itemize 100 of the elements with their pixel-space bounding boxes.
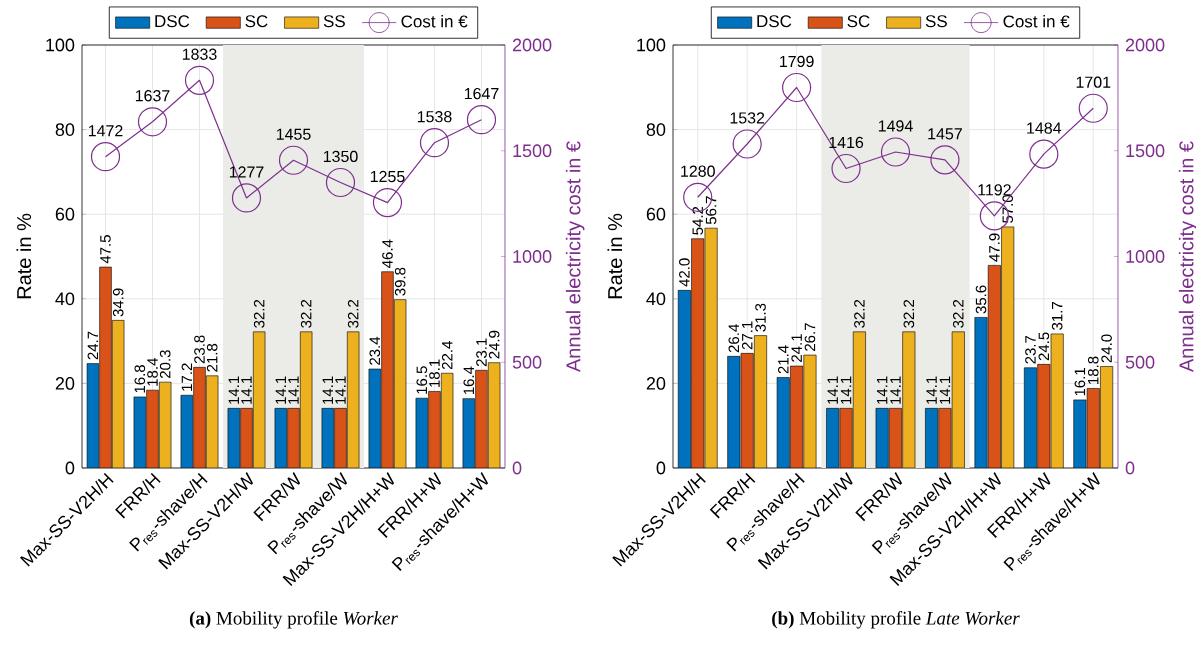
data-label: 16.1 (1074, 368, 1086, 396)
y-axis-title: Rate in % (607, 213, 623, 299)
data-label: 14.1 (241, 376, 252, 404)
data-label: 47.5 (100, 235, 111, 264)
data-label: 18.1 (429, 359, 440, 387)
y2-tick-label: 2000 (512, 38, 552, 52)
data-label: 1416 (829, 136, 864, 149)
bar (428, 391, 441, 468)
data-label: 14.1 (840, 376, 852, 404)
point (419, 128, 450, 158)
point (90, 142, 121, 172)
data-label: 24.9 (488, 330, 500, 359)
point (325, 167, 356, 198)
legend-label: SS (925, 15, 947, 28)
data-label: 1701 (1076, 76, 1111, 88)
y2-tick-label: 500 (1125, 355, 1155, 369)
data-label: 1455 (276, 128, 311, 140)
y-tick-label: 100 (637, 38, 666, 52)
data-label: 32.2 (903, 299, 915, 328)
data-label: 31.7 (1051, 302, 1063, 330)
legend-label: DSC (155, 15, 190, 28)
y-tick-label: 40 (646, 292, 666, 306)
y2-tick-label: 1500 (1126, 144, 1165, 158)
legend-label: Cost in € (401, 14, 468, 28)
y2-tick-label: 1000 (1126, 250, 1165, 263)
y2-tick-label: 0 (512, 461, 522, 475)
data-label: 23.1 (476, 338, 487, 367)
y2-tick-label: 1000 (513, 250, 552, 263)
data-label: 14.1 (926, 376, 937, 404)
data-label: 1350 (323, 150, 358, 163)
data-label: 56.7 (705, 196, 717, 225)
data-label: 24.7 (87, 331, 99, 360)
data-label: 18.4 (147, 358, 158, 386)
y2-axis-title: Annual electricity cost in € (565, 141, 585, 373)
data-label: 1484 (1027, 122, 1062, 134)
bar (287, 408, 300, 468)
data-label: 39.8 (394, 267, 406, 296)
point (1029, 139, 1059, 169)
data-label: 26.4 (728, 324, 740, 353)
y2-tick-label: 0 (1125, 461, 1135, 475)
point (831, 153, 861, 184)
legend-label: DSC (757, 15, 792, 28)
data-label: 57.0 (1002, 194, 1014, 223)
point (231, 183, 262, 213)
data-label: 32.2 (347, 299, 359, 328)
data-label: 32.2 (300, 299, 312, 328)
legend-label: SC (245, 15, 268, 28)
data-label: 14.1 (890, 376, 901, 404)
bar (193, 367, 206, 468)
data-label: 14.1 (827, 376, 838, 404)
data-label: 1538 (417, 110, 452, 123)
data-label: 14.1 (322, 376, 333, 404)
data-label: 1255 (370, 170, 405, 183)
data-label: 24.1 (791, 334, 802, 362)
data-label: 31.3 (755, 303, 766, 332)
data-label: 23.7 (1025, 335, 1036, 364)
data-label: 23.4 (369, 336, 381, 365)
data-label: 21.8 (206, 343, 218, 372)
data-label: 22.4 (441, 341, 453, 370)
data-label: 14.1 (228, 376, 239, 404)
y2-tick-label: 2000 (1125, 38, 1165, 52)
data-label: 14.1 (288, 376, 299, 404)
point (278, 145, 309, 175)
y-axis-title: Rate in % (16, 213, 32, 299)
point (466, 105, 497, 135)
legend-label: Cost in € (1003, 14, 1070, 28)
data-label: 1280 (681, 165, 715, 177)
y-tick-label: 20 (646, 377, 666, 390)
data-label: 1647 (464, 87, 499, 100)
legend-label: SC (847, 15, 870, 28)
y-tick-label: 100 (46, 38, 75, 52)
text: (a) Mobility profile Worker (189, 611, 398, 629)
y-tick-label: 0 (656, 461, 666, 475)
data-label: 42.0 (679, 258, 690, 287)
data-label: 16.8 (134, 365, 146, 393)
point (930, 145, 960, 175)
data-label: 1637 (135, 90, 170, 102)
data-label: 32.2 (253, 299, 265, 328)
data-label: 46.4 (382, 239, 393, 268)
data-label: 35.6 (975, 285, 987, 314)
data-label: 24.0 (1101, 334, 1112, 363)
data-label: 16.4 (463, 366, 475, 395)
data-label: 1799 (780, 55, 814, 68)
bar (99, 266, 112, 468)
y-tick-label: 0 (65, 461, 75, 475)
data-label: 14.1 (939, 376, 951, 404)
point (184, 65, 215, 95)
point (372, 187, 403, 218)
y2-tick-label: 1500 (513, 144, 552, 158)
data-label: 14.1 (876, 376, 888, 404)
data-label: 1532 (730, 112, 765, 124)
bar (381, 271, 394, 468)
text: (b) Mobility profile Late Worker (772, 611, 1020, 629)
y-tick-label: 60 (55, 207, 75, 221)
y-tick-label: 60 (646, 207, 666, 221)
data-label: 20.3 (159, 350, 171, 378)
point (1078, 93, 1108, 123)
data-label: 17.2 (181, 363, 193, 391)
bar (146, 389, 159, 468)
legend-label: SS (323, 15, 345, 28)
